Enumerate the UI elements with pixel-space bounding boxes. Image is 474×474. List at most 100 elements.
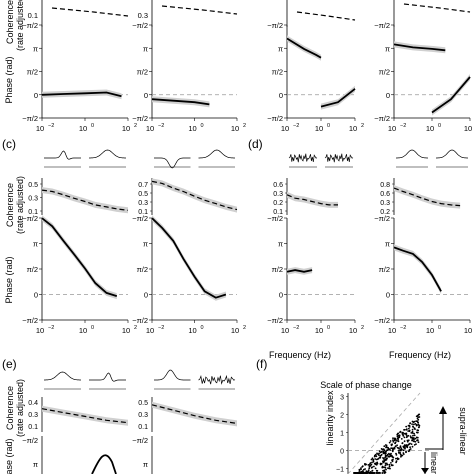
- cd-coh-ytick-label: 0.5: [28, 182, 38, 189]
- coherence-label-e-line2: (rate adjusted): [15, 379, 25, 437]
- cd-coh-1-line: [151, 180, 238, 211]
- cd-phase-ytick-label: −π/2: [267, 316, 283, 325]
- f-scatter-point: [380, 453, 383, 456]
- f-scatter-point: [366, 472, 369, 474]
- f-scatter-point: [410, 443, 413, 445]
- f-scatter-point: [367, 469, 370, 472]
- cd-phase-ytick-label: π: [278, 240, 283, 249]
- f-scatter-point: [410, 432, 413, 434]
- f-scatter-point: [366, 470, 368, 473]
- cd-phase-xtick-exponent: 0: [327, 325, 330, 331]
- e-coh-1-line: [151, 404, 238, 424]
- f-scatter-point: [385, 468, 387, 471]
- f-scatter-point: [415, 420, 417, 422]
- f-scatter-point: [379, 463, 382, 466]
- c-waveform-2a: [288, 153, 318, 163]
- f-scatter-point: [401, 431, 404, 434]
- f-scatter-point: [397, 432, 399, 435]
- b-phase-xtick-label: 10: [231, 124, 239, 133]
- f-scatter-point: [368, 465, 371, 468]
- f-scatter-point: [374, 453, 377, 456]
- cd-coh-ytick-label: 0.1: [273, 209, 283, 216]
- cd-phase-ytick-label: 0: [386, 291, 390, 300]
- f-scatter-point: [405, 432, 408, 435]
- cd-phase-xtick-label: 10: [146, 326, 154, 335]
- f-scatter-point: [411, 420, 414, 423]
- e-coh-ytick-label: 0.1: [138, 424, 148, 431]
- f-scatter-point: [389, 440, 392, 442]
- f-scatter-point: [400, 447, 403, 450]
- f-scatter-point: [417, 441, 420, 444]
- f-scatter-point: [389, 453, 391, 456]
- coherence-label-b-line2: (rate adjusted): [15, 0, 25, 51]
- f-scatter-point: [391, 447, 394, 450]
- f-scatter-point: [373, 455, 376, 458]
- f-scatter-point: [416, 429, 419, 431]
- f-scatter-point: [371, 457, 374, 460]
- cd-coh-ytick-label: 0.6: [380, 191, 390, 198]
- f-scatter-point: [407, 450, 410, 453]
- cd-phase-ytick-label: π: [33, 240, 38, 249]
- f-scatter-point: [418, 426, 420, 429]
- cd-phase-xtick-exponent: 0: [91, 325, 94, 331]
- f-scatter-point: [413, 434, 416, 437]
- f-scatter-point: [382, 457, 384, 459]
- f-scatter-point: [405, 436, 408, 439]
- b-phase-xtick-label: 10: [349, 124, 357, 133]
- cd-coh-ytick-label: 0.7: [138, 182, 148, 189]
- b-phase-ytick-label: π/2: [272, 68, 283, 77]
- f-scatter-point: [361, 466, 364, 468]
- cd-phase-xtick-exponent: 2: [134, 325, 137, 331]
- f-scatter-point: [393, 437, 396, 440]
- f-scatter-point: [371, 461, 373, 464]
- b-phase-ytick-label: −π/2: [374, 21, 390, 30]
- panel-f-arrow-up-label: supra-linear: [458, 407, 468, 455]
- f-scatter-point: [387, 455, 390, 458]
- cd-coh-ytick-label: 0.1: [138, 209, 148, 216]
- f-scatter-point: [384, 462, 387, 465]
- cd-coh-ytick-label: 0.3: [138, 200, 148, 207]
- b-phase-ytick-label: 0: [34, 91, 38, 100]
- f-scatter-point: [406, 439, 409, 442]
- panel-label-f: (f): [256, 357, 267, 371]
- f-scatter-point: [390, 462, 392, 464]
- f-scatter-point: [397, 440, 400, 443]
- f-scatter-point: [394, 445, 397, 448]
- f-scatter-point: [384, 454, 387, 457]
- f-scatter-point: [376, 470, 379, 472]
- b-coh-ytick-label: 0.1: [28, 11, 38, 20]
- frequency-label-d2: Frequency (Hz): [389, 350, 451, 360]
- f-scatter-point: [390, 464, 393, 467]
- b-phase-ytick-label: −π/2: [267, 21, 283, 30]
- f-scatter-point: [395, 460, 398, 463]
- f-scatter-point: [393, 447, 396, 450]
- b-coh-ytick-label: 0.3: [138, 11, 148, 20]
- f-scatter-point: [412, 425, 414, 428]
- cd-coh-ytick-label: 0.5: [138, 191, 148, 198]
- b-phase-ytick-label: π: [143, 44, 148, 53]
- f-scatter-point: [379, 456, 382, 459]
- cd-coh-ytick-label: 0.6: [273, 182, 283, 189]
- f-scatter-point: [417, 418, 420, 421]
- cd-coh-3-line: [393, 187, 461, 207]
- f-scatter-point: [411, 438, 414, 440]
- cd-phase-ytick-label: −π/2: [374, 316, 390, 325]
- f-scatter-point: [374, 467, 377, 470]
- b-phase-ytick-label: π/2: [27, 68, 38, 77]
- b-phase-ytick-label: 0: [386, 91, 390, 100]
- b-coh-dashed-line: [403, 3, 471, 13]
- cd-coh-2-line: [286, 194, 338, 206]
- e-waveform-0a: [44, 371, 81, 381]
- f-scatter-point: [403, 432, 406, 435]
- cd-phase-xtick-exponent: −2: [400, 325, 406, 331]
- cd-phase-ytick-label: −π/2: [267, 214, 283, 223]
- cd-phase-xtick-label: 10: [122, 326, 130, 335]
- f-scatter-point: [391, 443, 393, 446]
- f-scatter-point: [364, 468, 366, 470]
- f-scatter-point: [373, 462, 376, 465]
- f-scatter-point: [360, 467, 362, 469]
- f-scatter-point: [407, 439, 410, 442]
- cd-coh-ytick-label: 0.3: [380, 200, 390, 207]
- f-scatter-point: [360, 472, 363, 474]
